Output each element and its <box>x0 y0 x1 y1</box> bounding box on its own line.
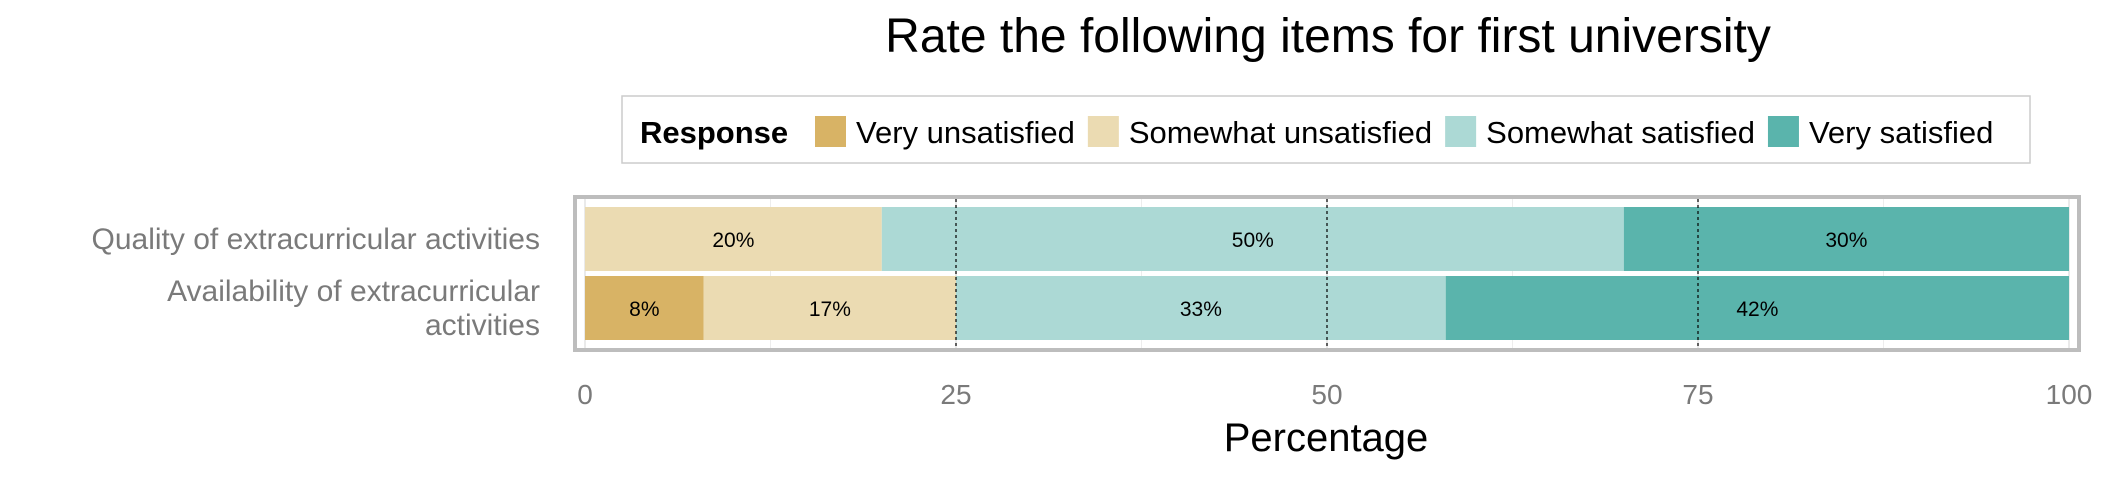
chart-title: Rate the following items for first unive… <box>885 10 1771 63</box>
legend-label: Somewhat unsatisfied <box>1129 115 1432 150</box>
bar-segment <box>585 276 704 340</box>
bar-segment <box>881 207 1624 271</box>
data-labels: 20% 50% 30% 8% 17% 33% 42% <box>629 229 1867 321</box>
legend-swatch <box>1767 116 1799 147</box>
category-label: activities <box>425 309 540 342</box>
category-label: Availability of extracurricular <box>167 275 540 308</box>
x-tick-label: 100 <box>2046 379 2093 410</box>
legend-swatch <box>1087 116 1119 147</box>
category-label: Quality of extracurricular activities <box>92 223 540 256</box>
bar-segment <box>956 276 1446 340</box>
legend-swatch <box>815 116 846 147</box>
data-label: 33% <box>1180 298 1222 321</box>
panel-border <box>573 195 2081 352</box>
x-tick-label: 0 <box>577 379 593 410</box>
category-labels: Quality of extracurricular activities Ava… <box>92 223 540 342</box>
bars <box>585 207 2069 340</box>
x-axis-ticks: 0 25 50 75 100 <box>577 379 2092 410</box>
data-label: 30% <box>1825 229 1867 252</box>
legend-label: Very unsatisfied <box>856 115 1075 150</box>
legend-title: Response <box>640 115 788 150</box>
legend-label: Very satisfied <box>1809 115 1993 150</box>
bar-segment <box>585 207 882 271</box>
legend-label: Somewhat satisfied <box>1486 115 1755 150</box>
x-tick-label: 50 <box>1311 379 1342 410</box>
x-tick-label: 75 <box>1682 379 1713 410</box>
legend: Response Very unsatisfied Somewhat unsati… <box>621 95 2031 164</box>
x-tick-label: 25 <box>940 379 971 410</box>
data-label: 42% <box>1736 298 1778 321</box>
reference-lines <box>955 199 1699 348</box>
data-label: 8% <box>629 298 659 321</box>
bar-segment <box>1445 276 2069 340</box>
plot-panel: 20% 50% 30% 8% 17% 33% 42% <box>573 195 2081 352</box>
x-axis-title: Percentage <box>1224 416 1429 460</box>
legend-swatch <box>1445 116 1477 147</box>
data-label: 50% <box>1232 229 1274 252</box>
data-label: 17% <box>809 298 851 321</box>
bar-segment <box>703 276 956 340</box>
data-label: 20% <box>712 229 754 252</box>
